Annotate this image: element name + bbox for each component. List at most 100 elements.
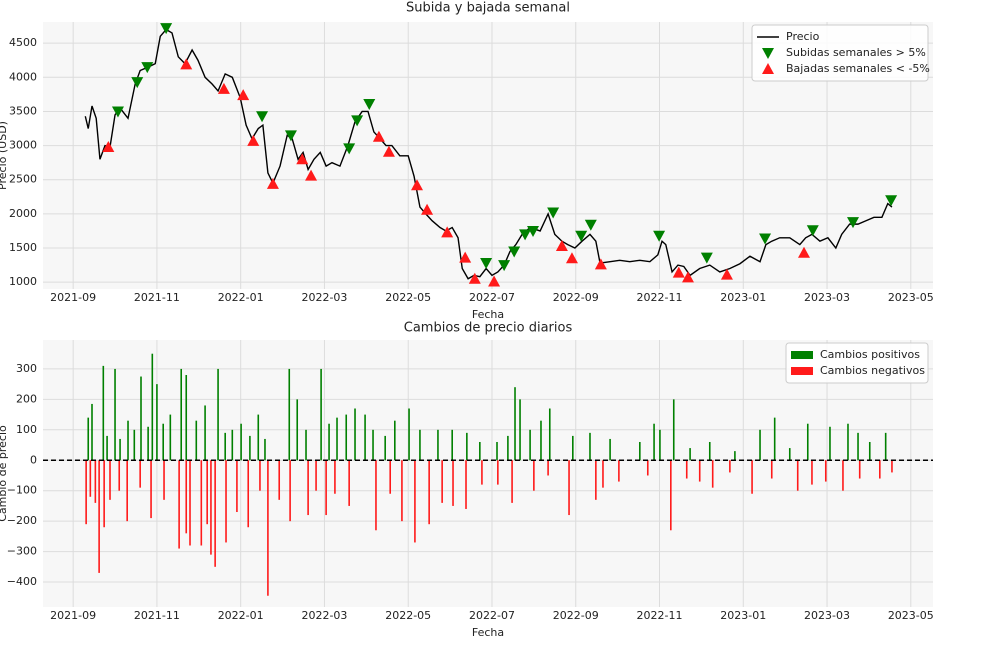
bar	[698, 460, 701, 482]
bar	[497, 460, 499, 485]
bar	[325, 460, 327, 516]
marker	[441, 226, 454, 238]
bar	[224, 432, 226, 461]
marker	[547, 207, 560, 219]
bar	[98, 460, 100, 573]
marker	[296, 153, 309, 165]
bar	[91, 403, 93, 461]
bar	[133, 429, 136, 461]
y-tick-label: 0	[30, 453, 37, 466]
bar	[236, 460, 238, 513]
marker	[488, 275, 501, 287]
bar	[496, 441, 498, 461]
x-tick-label: 2023-01	[720, 291, 766, 304]
bar	[670, 460, 672, 531]
bar	[150, 460, 152, 519]
marker	[160, 23, 173, 35]
bar	[259, 460, 261, 491]
y-tick-label: 4000	[9, 70, 37, 83]
price-line	[84, 28, 893, 280]
marker	[131, 77, 144, 89]
bar	[519, 399, 521, 461]
chart-title: Subida y bajada semanal	[406, 1, 570, 16]
bar	[372, 429, 374, 461]
bar	[305, 429, 307, 461]
bar	[708, 441, 711, 461]
marker	[256, 111, 269, 123]
marker	[180, 58, 193, 70]
marker	[480, 258, 493, 270]
bar	[214, 460, 216, 567]
bar	[163, 460, 165, 500]
bar	[249, 435, 251, 461]
bar	[759, 429, 761, 461]
bar	[151, 353, 154, 461]
bar	[185, 375, 188, 461]
marker	[575, 230, 588, 242]
bar	[548, 408, 551, 461]
bar	[139, 460, 141, 488]
legend-label: Cambios negativos	[820, 364, 925, 377]
bar	[529, 429, 531, 461]
bar	[156, 384, 158, 461]
marker	[584, 219, 597, 231]
bar	[94, 460, 97, 503]
x-tick-label: 2022-01	[218, 291, 264, 304]
bar	[428, 460, 430, 525]
y-tick-label: 3000	[9, 139, 37, 152]
legend-swatch	[762, 48, 774, 59]
bar	[751, 460, 753, 494]
bar	[857, 432, 859, 461]
x-tick-label: 2022-09	[553, 609, 599, 622]
marker	[372, 130, 385, 142]
bar	[618, 460, 620, 482]
bar	[315, 460, 317, 491]
bar	[336, 417, 338, 461]
x-tick-label: 2021-09	[50, 291, 96, 304]
marker	[247, 134, 260, 146]
bar	[773, 417, 776, 461]
bar	[824, 460, 827, 482]
legend-label: Cambios positivos	[820, 348, 920, 361]
x-tick-label: 2022-01	[218, 609, 264, 622]
marker	[343, 143, 356, 155]
legend-label: Precio	[786, 30, 820, 43]
marker	[672, 266, 685, 278]
y-axis-label: Precio (USD)	[0, 121, 9, 190]
marker	[498, 260, 511, 272]
bar	[114, 368, 116, 461]
chart-title: Cambios de precio diarios	[404, 321, 573, 336]
bar	[514, 387, 516, 461]
x-tick-label: 2022-03	[301, 291, 347, 304]
bar	[609, 438, 611, 461]
marker	[111, 106, 124, 118]
bar	[354, 408, 356, 461]
bar	[289, 460, 291, 522]
x-tick-label: 2022-07	[469, 609, 515, 622]
y-tick-label: −100	[7, 484, 37, 497]
legend-swatch	[762, 63, 774, 74]
bar	[842, 460, 844, 491]
bar	[189, 460, 191, 546]
bar	[858, 460, 861, 479]
bar	[345, 414, 348, 461]
marker	[806, 225, 819, 237]
bar	[296, 399, 299, 461]
bar	[868, 441, 871, 461]
bar	[240, 423, 242, 461]
marker	[305, 169, 318, 181]
legend-swatch	[791, 367, 813, 375]
plot-background	[43, 340, 933, 607]
bar	[178, 460, 180, 549]
bar	[185, 460, 188, 534]
bar	[653, 423, 655, 461]
marker	[459, 251, 472, 263]
y-tick-label: 4500	[9, 36, 37, 49]
bar	[891, 460, 893, 473]
bar	[711, 460, 714, 488]
marker	[382, 145, 395, 157]
bar	[169, 414, 172, 461]
marker	[421, 203, 434, 215]
bar	[466, 432, 468, 461]
bar	[225, 460, 227, 543]
